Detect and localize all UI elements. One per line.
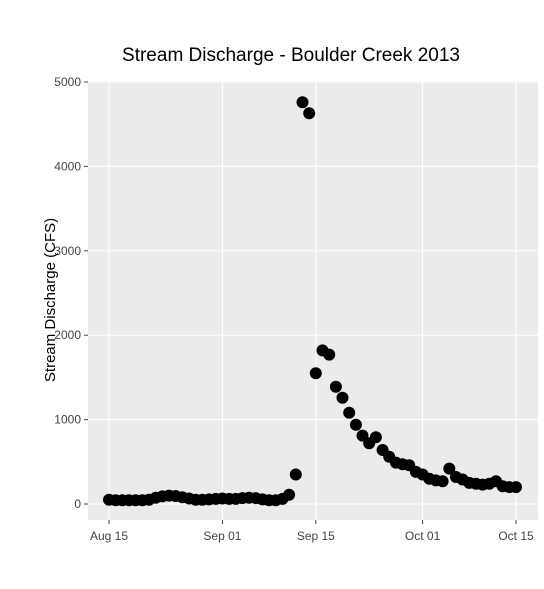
y-axis-title: Stream Discharge (CFS) (42, 218, 59, 382)
data-point (283, 488, 296, 501)
data-point (443, 462, 456, 475)
data-point (296, 96, 309, 109)
data-point (309, 367, 322, 380)
y-tick-label: 5000 (54, 75, 81, 89)
x-axis-ticks: Aug 15 Sep 01 Sep 15 Oct 01 Oct 15 (90, 520, 534, 543)
data-point (329, 380, 342, 393)
data-point (323, 348, 336, 361)
x-tick-label: Oct 15 (498, 529, 534, 543)
chart-title: Stream Discharge - Boulder Creek 2013 (122, 45, 460, 66)
data-point (336, 391, 349, 404)
y-tick-label: 1000 (54, 413, 81, 427)
data-point (289, 468, 302, 481)
plot-panel (88, 81, 538, 520)
x-tick-label: Sep 01 (203, 529, 241, 543)
y-axis-ticks: 0 1000 2000 3000 4000 5000 (54, 75, 88, 511)
x-tick-label: Oct 01 (405, 529, 441, 543)
data-point (349, 418, 362, 431)
data-point (436, 475, 449, 488)
data-point (343, 406, 356, 419)
y-tick-label: 2000 (54, 328, 81, 342)
data-point (369, 431, 382, 444)
y-tick-label: 3000 (54, 244, 81, 258)
data-points (103, 96, 522, 507)
x-tick-label: Aug 15 (90, 529, 128, 543)
data-point (303, 107, 316, 120)
x-tick-label: Sep 15 (297, 529, 335, 543)
y-tick-label: 4000 (54, 159, 81, 173)
data-point (510, 481, 522, 494)
y-tick-label: 0 (74, 497, 81, 511)
grid-lines (88, 81, 538, 520)
